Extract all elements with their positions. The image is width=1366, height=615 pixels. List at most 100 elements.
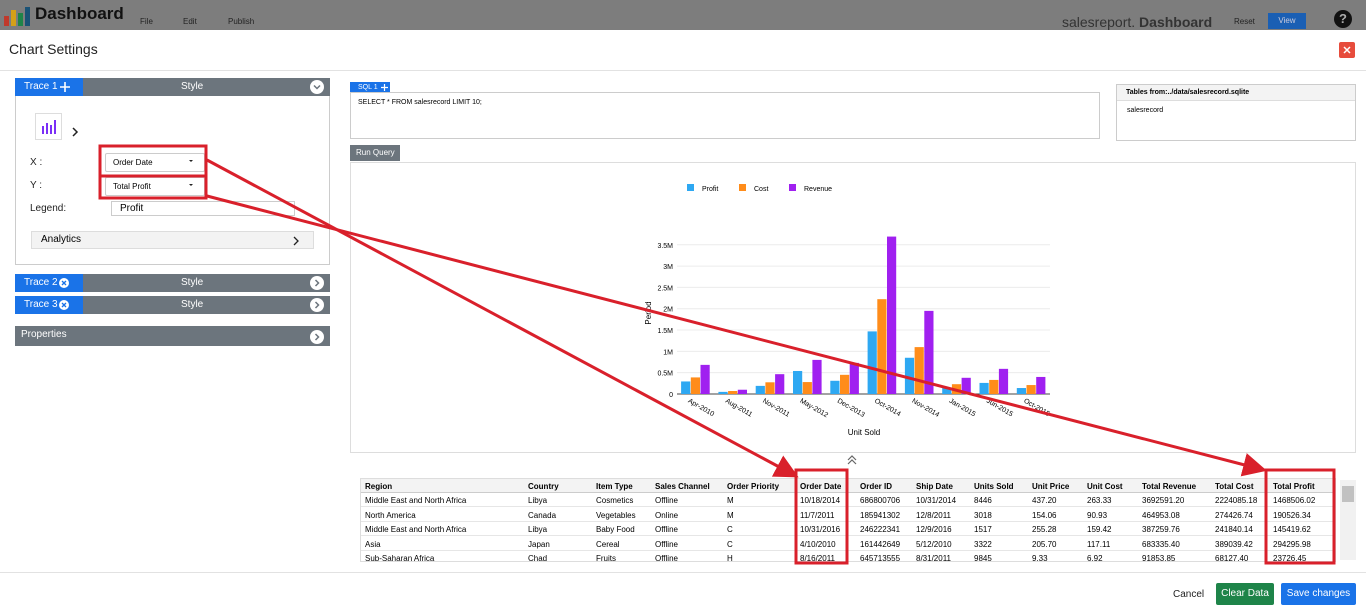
legend-label: Revenue: [804, 186, 832, 193]
bar: [775, 374, 785, 394]
analytics-label: Analytics: [41, 234, 82, 245]
modal-title: Chart Settings: [9, 41, 98, 57]
legend-swatch: [789, 184, 796, 191]
table-cell: M: [727, 510, 734, 520]
y-tick-label: 0.5M: [657, 371, 673, 378]
sql-editor[interactable]: SELECT * FROM salesrecord LIMIT 10;: [350, 92, 1100, 139]
y-axis-title: Period: [644, 301, 653, 324]
table-cell: 3018: [974, 510, 992, 520]
bar: [728, 391, 738, 394]
bar: [961, 377, 971, 394]
table-cell: 3322: [974, 539, 992, 549]
table-cell: 686800706: [860, 496, 901, 505]
table-cell: Canada: [528, 510, 557, 520]
trace-tab[interactable]: Trace 1: [15, 78, 83, 96]
x-tick-label: Dec-2013: [836, 398, 866, 419]
bar: [812, 359, 822, 394]
table-cell: 437.20: [1032, 496, 1057, 505]
sql-tab-label: SQL 1: [358, 84, 378, 91]
table-cell: Offline: [655, 496, 678, 505]
scrollbar[interactable]: [1340, 480, 1356, 560]
column-header: Unit Price: [1032, 482, 1070, 491]
table-cell: 3692591.20: [1142, 496, 1185, 505]
x-tick-label: Aug-2011: [724, 398, 753, 419]
table-cell: 8/31/2011: [916, 554, 951, 562]
bar: [849, 362, 859, 394]
style-label: Style: [181, 81, 204, 92]
x-tick-label: Nov-2011: [761, 398, 790, 419]
bar: [886, 236, 897, 394]
table-cell: 9.33: [1032, 554, 1048, 562]
clear-data-button[interactable]: Clear Data: [1216, 583, 1274, 605]
table-cell: 68127.40: [1215, 554, 1249, 562]
table-cell: 8446: [974, 496, 992, 505]
table-cell: 1468506.02: [1273, 496, 1316, 505]
divider: [0, 70, 1366, 71]
chart-type-icon[interactable]: [35, 113, 85, 141]
table-item[interactable]: salesrecord: [1127, 107, 1164, 114]
column-header: Ship Date: [916, 482, 953, 491]
table-cell: Offline: [655, 539, 678, 549]
table-cell: Cosmetics: [596, 496, 634, 505]
help-button[interactable]: ?: [1334, 10, 1352, 28]
y-tick-label: 1.5M: [657, 328, 673, 335]
table-cell: C: [727, 539, 733, 549]
logo[interactable]: Dashboard: [35, 4, 124, 23]
table-cell: 23726.45: [1273, 554, 1307, 562]
reset-button[interactable]: Reset: [1234, 17, 1255, 26]
bar: [830, 380, 840, 394]
row-divider: [361, 535, 1335, 536]
table-cell: 91853.85: [1142, 554, 1176, 562]
table-cell: 1517: [974, 525, 992, 534]
add-icon[interactable]: [381, 84, 388, 91]
y-label: Y :: [30, 180, 43, 191]
close-button[interactable]: [1339, 42, 1355, 58]
menu[interactable]: Edit: [183, 17, 197, 26]
x-label: X :: [30, 157, 43, 168]
run-query-button[interactable]: Run Query: [350, 145, 400, 161]
row-divider: [361, 520, 1335, 522]
table-cell: Libya: [528, 496, 548, 505]
table-cell: Sub-Saharan Africa: [365, 554, 435, 562]
add-icon[interactable]: [59, 81, 71, 93]
menu[interactable]: Publish: [228, 17, 255, 26]
menu[interactable]: File: [140, 17, 153, 26]
column-header: Units Sold: [974, 482, 1014, 491]
remove-icon[interactable]: [59, 278, 69, 288]
trace-header[interactable]: Trace 1 Style: [15, 78, 330, 96]
top-bar: Dashboard File Edit Publish salesreport.…: [0, 0, 1366, 30]
view-button[interactable]: View: [1268, 13, 1306, 29]
x-tick-label: Jun-2015: [985, 398, 1014, 419]
table-cell: Baby Food: [596, 525, 635, 534]
legend-swatch: [687, 184, 694, 191]
x-axis-title: Unit Sold: [848, 428, 880, 437]
sql-tab[interactable]: SQL 1: [350, 82, 390, 93]
column-header: Country: [528, 482, 559, 491]
legend-label: Profit: [702, 186, 718, 193]
logo-icon: [4, 7, 30, 26]
save-button[interactable]: Save changes: [1281, 583, 1356, 605]
table-cell: 90.93: [1087, 510, 1108, 520]
table-cell: 241840.14: [1215, 525, 1253, 534]
bar: [802, 382, 812, 394]
scroll-thumb[interactable]: [1342, 486, 1354, 502]
table-cell: Online: [655, 510, 679, 520]
table-cell: 10/31/2014: [916, 496, 957, 505]
style-label: Style: [181, 277, 204, 288]
cancel-button[interactable]: Cancel: [1173, 589, 1205, 600]
bar: [793, 370, 803, 394]
table-cell: 294295.98: [1273, 539, 1311, 549]
bar: [998, 368, 1009, 394]
y-tick-label: 0: [669, 392, 673, 399]
column-header: Item Type: [596, 482, 633, 491]
bar: [681, 381, 691, 394]
bar: [840, 374, 850, 394]
bar: [877, 299, 887, 394]
column-header: Total Revenue: [1142, 482, 1197, 491]
remove-icon[interactable]: [59, 300, 69, 310]
x-tick-label: May-2012: [799, 398, 830, 420]
collapse-icon[interactable]: [310, 80, 324, 94]
bar: [718, 391, 728, 394]
table-cell: Offline: [655, 525, 678, 534]
table-cell: Vegetables: [596, 510, 636, 520]
